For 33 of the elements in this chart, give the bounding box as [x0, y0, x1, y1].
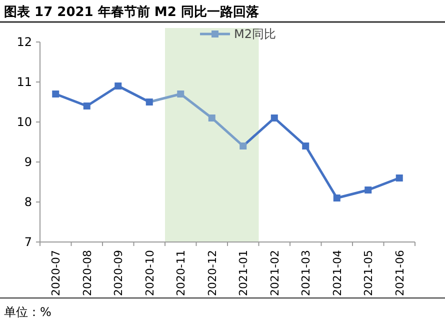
text: 单位：%	[4, 305, 52, 319]
point	[52, 90, 60, 98]
chart-title: 图表 17 2021 年春节前 M2 同比一路回落	[4, 5, 260, 20]
x-tick-label: 2020-11	[174, 250, 188, 296]
point	[364, 186, 372, 194]
y-tick-label: 7	[24, 235, 32, 250]
y-tick-label: 9	[24, 155, 32, 170]
x-tick-label: 2021-01	[237, 250, 250, 296]
point	[396, 174, 403, 182]
x-tick-label: 2021-05	[362, 250, 376, 296]
y-tick-label: 10	[16, 115, 32, 130]
point	[270, 114, 278, 122]
point	[177, 90, 184, 98]
x-tick-label: 2020-07	[50, 250, 63, 296]
point	[146, 98, 153, 106]
x-tick-label: 2020-09	[112, 250, 126, 296]
x-tick-label: 2020-10	[143, 250, 156, 296]
y-tick-label: 12	[16, 35, 32, 50]
x-tick-label: 2021-04	[330, 250, 344, 296]
x-tick-label: 2020-12	[206, 250, 219, 296]
x-tick-label: 2021-03	[300, 250, 313, 296]
point	[208, 114, 216, 122]
point	[302, 142, 310, 150]
x-tick-label: 2021-06	[393, 250, 406, 296]
point	[240, 142, 247, 150]
legend-label: M2同比	[234, 27, 276, 42]
y-tick-label: 8	[24, 195, 32, 210]
y-tick-label: 11	[16, 75, 32, 90]
point	[333, 194, 340, 202]
point	[114, 82, 122, 90]
point	[83, 102, 90, 110]
x-tick-label: 2020-08	[80, 250, 94, 296]
x-tick-label: 2021-02	[268, 250, 282, 296]
